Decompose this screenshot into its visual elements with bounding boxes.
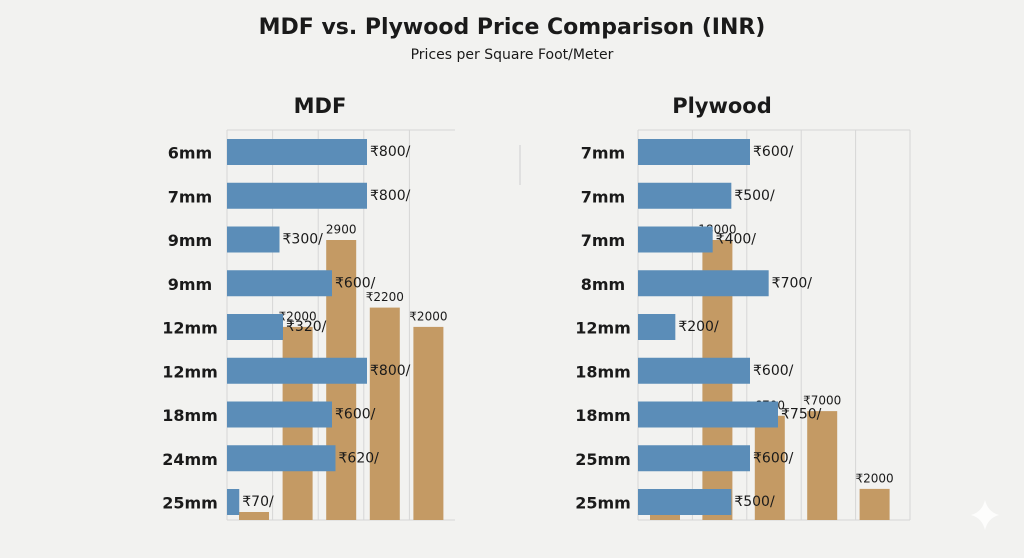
bar: [638, 314, 676, 340]
value-label: ₹700/: [772, 275, 813, 291]
column-bar: [413, 326, 444, 520]
bar: [638, 139, 750, 165]
column-bar: [650, 512, 680, 520]
bar: [227, 445, 336, 472]
column-bar: [807, 411, 838, 520]
bar: [227, 226, 280, 253]
bar: [227, 139, 367, 165]
category-label: 8mm: [581, 275, 625, 294]
category-label: 12mm: [575, 319, 631, 338]
category-label: 25mm: [162, 494, 218, 513]
column-bar: [369, 307, 400, 520]
value-label: ₹500/: [734, 494, 775, 510]
chart-title: MDF vs. Plywood Price Comparison (INR): [259, 15, 766, 40]
column-label: ₹7000: [803, 394, 841, 408]
value-label: ₹600/: [335, 407, 376, 423]
value-label: ₹320/: [286, 319, 327, 335]
panel-title: MDF: [294, 94, 347, 118]
category-label: 9mm: [168, 275, 212, 294]
bar: [227, 357, 367, 384]
sparkle-icon: [971, 500, 999, 530]
category-label: 18mm: [575, 406, 631, 425]
value-label: ₹300/: [283, 232, 324, 248]
bar: [638, 226, 713, 253]
category-label: 24mm: [162, 450, 218, 469]
category-label: 7mm: [168, 187, 212, 206]
bar: [638, 445, 750, 472]
bar: [638, 489, 732, 515]
bar: [227, 401, 332, 428]
category-label: 12mm: [162, 319, 218, 338]
category-label: 25mm: [575, 494, 631, 513]
value-label: ₹200/: [678, 319, 719, 335]
column-label: ₹2000: [279, 309, 317, 323]
panel-title: Plywood: [672, 94, 772, 118]
column-label: 2900: [326, 223, 357, 237]
value-label: ₹600/: [753, 144, 794, 160]
chart-subtitle: Prices per Square Foot/Meter: [411, 47, 614, 63]
category-label: 7mm: [581, 231, 625, 250]
bar: [638, 270, 769, 297]
value-label: ₹800/: [370, 188, 411, 204]
bar: [227, 314, 283, 340]
bar: [227, 270, 332, 297]
column-label: ₹2000: [409, 309, 447, 323]
category-label: 25mm: [575, 450, 631, 469]
value-label: ₹400/: [716, 232, 757, 248]
category-label: 6mm: [168, 144, 212, 163]
bar: [638, 401, 778, 428]
column-label: ₹2200: [366, 290, 404, 304]
value-label: ₹70/: [242, 494, 274, 510]
column-label: ₹2000: [856, 471, 894, 485]
column-bar: [754, 415, 785, 520]
value-label: ₹500/: [734, 188, 775, 204]
value-label: ₹620/: [339, 450, 380, 466]
bar: [227, 182, 367, 209]
value-label: ₹600/: [335, 275, 376, 291]
category-label: 7mm: [581, 187, 625, 206]
column-bar: [239, 512, 269, 520]
bar: [227, 489, 240, 515]
bar: [638, 182, 732, 209]
value-label: ₹600/: [753, 450, 794, 466]
category-label: 7mm: [581, 144, 625, 163]
value-label: ₹600/: [753, 363, 794, 379]
category-label: 18mm: [162, 406, 218, 425]
value-label: ₹800/: [370, 363, 411, 379]
category-label: 9mm: [168, 231, 212, 250]
bar: [638, 357, 750, 384]
category-label: 18mm: [575, 362, 631, 381]
category-label: 12mm: [162, 362, 218, 381]
value-label: ₹800/: [370, 144, 411, 160]
column-bar: [859, 488, 890, 520]
value-label: ₹750/: [781, 407, 822, 423]
